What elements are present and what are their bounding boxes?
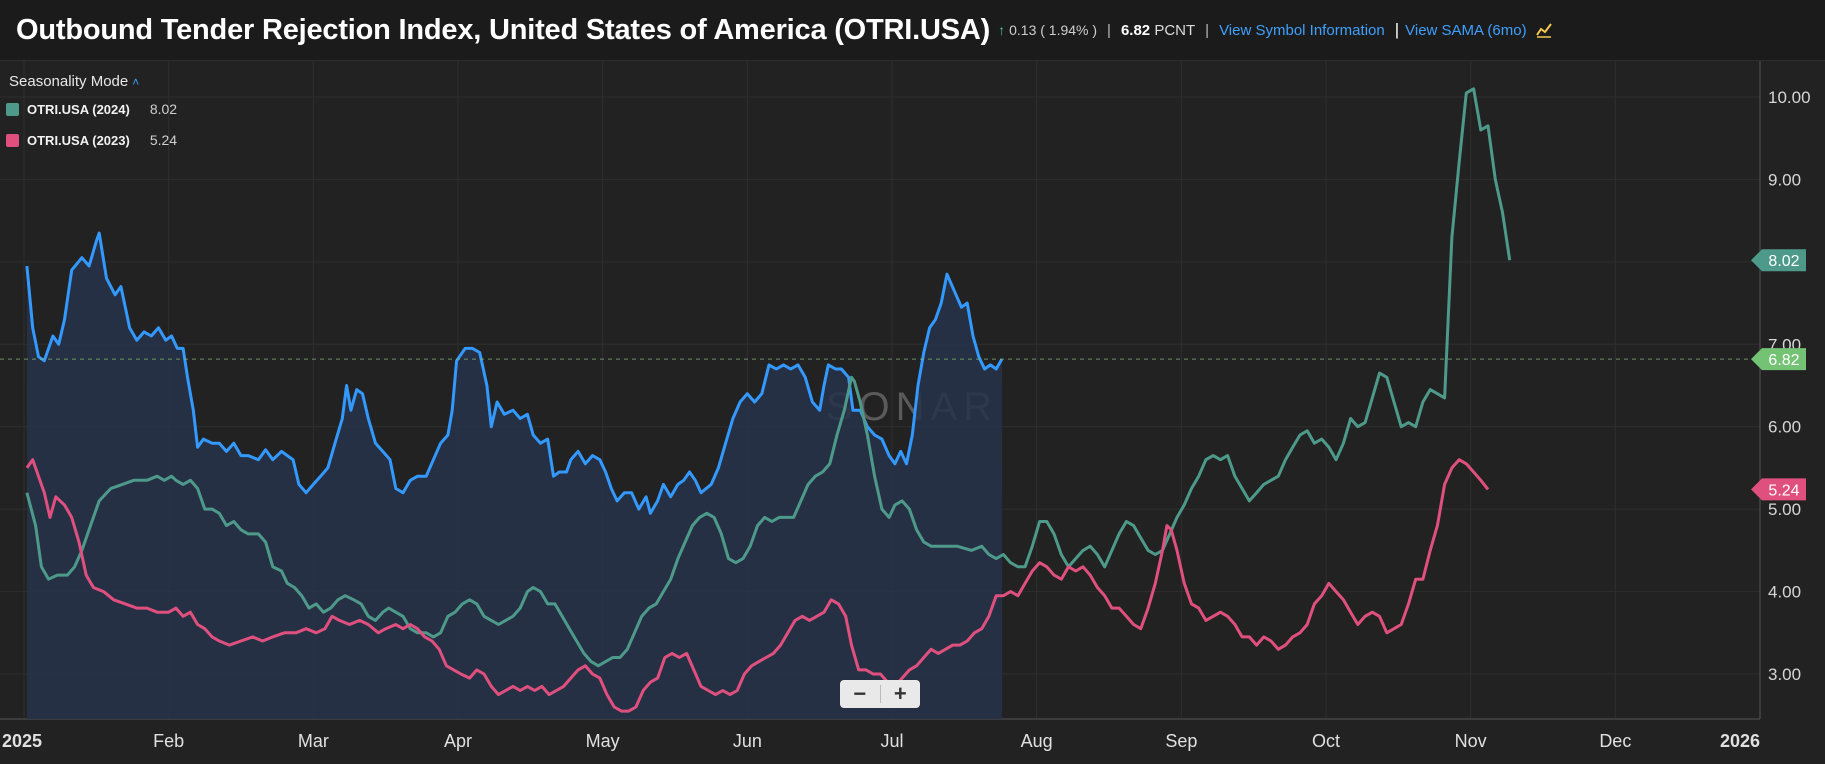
seasonality-mode-label: Seasonality Mode [9,73,129,90]
divider [879,685,881,703]
legend: Seasonality Mode ˄ [9,73,139,90]
x-tick-label: Sep [1165,731,1197,751]
y-tick-label: 5.00 [1768,500,1801,519]
chart-title: Outbound Tender Rejection Index, United … [16,13,991,46]
x-tick-label: Mar [298,731,329,751]
zoom-out-button[interactable]: − [853,681,867,706]
zoom-in-button[interactable]: + [893,681,907,706]
legend-swatch [6,133,19,147]
change-value: 0.13 ( 1.94% ) [1009,22,1098,38]
y-tick-label: 6.00 [1768,418,1801,437]
x-tick-label: May [586,731,620,751]
legend-swatch [6,102,19,116]
x-tick-label: 2026 [1720,731,1760,751]
up-arrow-icon: ↑ [998,22,1006,38]
trend-chart-icon[interactable] [1535,21,1553,39]
legend-label: OTRI.USA (2024) [27,101,130,117]
series-area-2025 [26,233,1002,719]
y-tick-label: 4.00 [1768,583,1801,602]
view-sama-link[interactable]: View SAMA (6mo) [1405,21,1527,39]
chart-area[interactable]: 3.004.005.006.007.008.009.0010.002025Feb… [0,61,1825,764]
legend-value: 5.24 [149,132,178,148]
zoom-controls: − + [840,680,920,708]
x-tick-label: Nov [1455,731,1487,751]
x-tick-label: 2025 [2,731,42,751]
divider: | [1394,20,1400,39]
value-unit: PCNT [1154,21,1196,39]
divider: | [1107,21,1111,39]
x-tick-label: Apr [444,731,472,751]
x-tick-label: Jul [880,731,903,751]
chart-header: Outbound Tender Rejection Index, United … [0,0,1825,61]
x-tick-label: Dec [1599,731,1631,751]
current-value: 6.82 PCNT [1121,22,1195,39]
value-tag-label: 8.02 [1768,253,1799,270]
legend-item-2023[interactable]: OTRI.USA (2023) 5.24 [6,132,177,148]
x-tick-label: Oct [1312,731,1340,751]
series-line-2024 [25,87,1512,668]
x-tick-label: Aug [1021,731,1053,751]
x-tick-label: Feb [153,731,184,751]
change-indicator: ↑ 0.13 ( 1.94% ) [998,22,1097,38]
chevron-up-icon: ˄ [132,75,140,89]
value-tag-5-24 [1751,478,1806,501]
current-value-number: 6.82 [1120,21,1151,39]
legend-label: OTRI.USA (2023) [27,132,130,148]
value-tag-label: 5.24 [1768,482,1799,499]
x-tick-label: Jun [733,731,762,751]
view-symbol-info-link[interactable]: View Symbol Information [1219,21,1385,39]
value-tag-label: 6.82 [1768,352,1799,369]
legend-item-2024[interactable]: OTRI.USA (2024) 8.02 [6,101,177,117]
y-tick-label: 3.00 [1768,665,1801,684]
seasonality-mode-toggle[interactable]: Seasonality Mode ˄ [9,73,139,90]
value-tag-6-82 [1751,348,1806,371]
y-tick-label: 9.00 [1768,170,1801,189]
value-tag-8-02 [1751,249,1806,272]
y-tick-label: 10.00 [1768,88,1811,107]
legend-value: 8.02 [149,101,178,117]
series-line-2023 [25,458,1490,713]
divider: | [1205,21,1210,39]
